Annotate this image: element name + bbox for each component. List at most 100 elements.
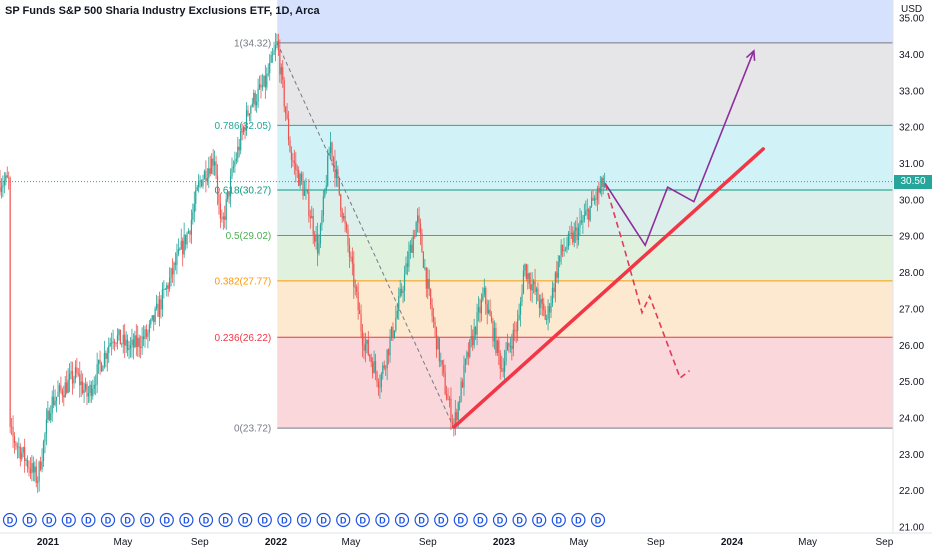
candle-body [198, 182, 200, 188]
dividend-marker-label: D [85, 516, 92, 526]
dividend-marker[interactable] [218, 512, 233, 528]
dividend-marker[interactable] [296, 512, 312, 528]
candle-body [22, 447, 24, 453]
dividend-marker[interactable] [42, 512, 57, 528]
dividend-marker-label: D [497, 516, 504, 526]
candle-body [559, 255, 561, 262]
candle-body [424, 267, 426, 269]
candle-body [551, 287, 554, 303]
candle-body [577, 227, 580, 241]
candle-body [305, 189, 307, 191]
candle-body [12, 426, 14, 437]
bear-projection-path[interactable] [604, 183, 691, 380]
candle-body [272, 54, 274, 56]
candle-body [476, 312, 478, 335]
candle-body [111, 342, 113, 344]
dividend-marker-label: D [105, 516, 112, 526]
candle-body [461, 381, 464, 388]
candle-body [18, 446, 20, 448]
time-tick: May [342, 537, 361, 548]
dividend-marker[interactable] [355, 512, 370, 528]
candle-body [417, 215, 419, 223]
dividend-marker-label: D [418, 516, 425, 526]
candle-body [316, 234, 319, 254]
dividend-marker[interactable] [434, 512, 449, 528]
candle-body [435, 327, 438, 350]
fib-zone-0-618 [277, 190, 893, 236]
candle-body [586, 209, 588, 211]
candle-body [344, 216, 346, 224]
candle-body [340, 194, 342, 211]
candle-body [103, 352, 105, 367]
dividend-marker[interactable] [453, 512, 468, 528]
dividend-marker[interactable] [22, 512, 37, 528]
dividend-marker[interactable] [277, 512, 292, 528]
trend-line[interactable] [452, 147, 765, 429]
dividend-marker[interactable] [198, 512, 214, 528]
candle-body [572, 232, 574, 243]
candle-body [382, 365, 384, 374]
dividend-marker[interactable] [375, 512, 390, 528]
candle-body [364, 343, 366, 351]
candle-body [69, 374, 71, 380]
candle-body [127, 339, 129, 351]
candle-body [422, 252, 424, 268]
dividend-marker[interactable] [120, 512, 135, 528]
dividend-marker[interactable] [492, 512, 508, 528]
dividend-marker[interactable] [257, 512, 272, 528]
candle-body [475, 327, 477, 335]
candle-body [161, 289, 163, 310]
dividend-marker[interactable] [81, 512, 96, 528]
candle-body [489, 309, 491, 317]
dividend-marker[interactable] [473, 512, 488, 528]
candle-body [26, 460, 29, 468]
dividend-marker[interactable] [394, 512, 410, 528]
dividend-marker[interactable] [61, 512, 76, 528]
candle-body [456, 412, 458, 421]
candle-body [495, 328, 497, 354]
candle-body [357, 292, 359, 311]
candle-body [298, 170, 300, 186]
bull-projection-path[interactable] [604, 50, 755, 248]
dividend-marker[interactable] [532, 512, 547, 528]
dividend-marker[interactable] [159, 512, 174, 528]
candle-body [319, 224, 322, 244]
candle-body [402, 291, 404, 294]
candle-body [588, 209, 590, 221]
candle-body [109, 343, 111, 347]
candle-body [209, 168, 211, 174]
candle-body [84, 383, 87, 390]
candle-body [0, 181, 1, 192]
dividend-marker[interactable] [179, 512, 194, 528]
candle-body [231, 167, 233, 177]
candle-body [399, 288, 401, 297]
candle-body [335, 169, 337, 179]
candle-body [153, 315, 155, 323]
candle-body [573, 230, 575, 243]
candle-body [390, 326, 393, 338]
candle-body [243, 127, 245, 133]
candle-body [567, 233, 569, 247]
dividend-marker[interactable] [414, 512, 429, 528]
dividend-marker[interactable] [238, 512, 253, 528]
dividend-marker[interactable] [512, 512, 527, 528]
fib-label-0-618: 0.618(30.27) [215, 186, 272, 197]
dividend-marker[interactable] [551, 512, 566, 528]
candle-body [504, 361, 506, 372]
currency-label: USD [901, 4, 923, 15]
dividend-marker[interactable] [100, 512, 116, 528]
candle-body [337, 169, 339, 179]
dividend-marker[interactable] [571, 512, 586, 528]
dividend-marker[interactable] [2, 512, 18, 528]
dividend-marker[interactable] [316, 512, 331, 528]
dividend-marker-label: D [242, 516, 249, 526]
candle-body [548, 306, 551, 313]
dividend-marker[interactable] [590, 512, 606, 528]
candle-body [440, 360, 442, 362]
candle-body [77, 373, 79, 375]
candle-body [443, 365, 445, 373]
dividend-marker[interactable] [336, 512, 351, 528]
candle-body [498, 340, 500, 353]
dividend-marker[interactable] [140, 512, 155, 528]
